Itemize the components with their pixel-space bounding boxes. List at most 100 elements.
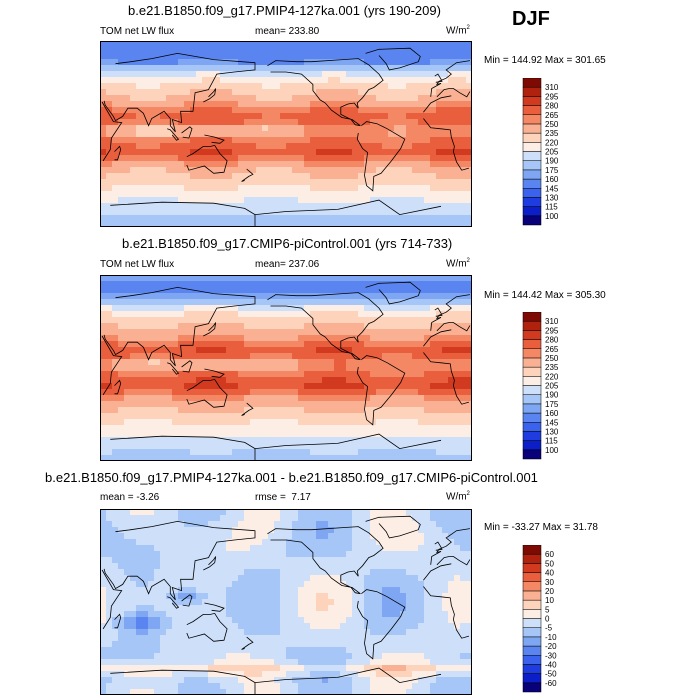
panel1-cell <box>250 53 257 60</box>
panel2-cell <box>124 449 131 456</box>
panel2-cbar-swatch-10 <box>522 357 542 368</box>
panel2-cell <box>376 395 383 402</box>
panel3-cell <box>154 605 161 612</box>
panel3-cell <box>436 551 443 558</box>
panel2-cell <box>226 389 233 396</box>
panel1-cell <box>436 215 443 222</box>
panel3-cell <box>376 575 383 582</box>
panel1-cell <box>466 221 472 227</box>
panel1-cell <box>406 173 413 180</box>
panel3-cell <box>280 575 287 582</box>
panel2-cbar-swatch-1 <box>522 440 542 451</box>
panel1-cell <box>100 71 107 78</box>
panel2-cell <box>256 329 263 336</box>
panel2-cell <box>292 347 299 354</box>
panel1-cell <box>412 149 419 156</box>
panel3-cell <box>292 593 299 600</box>
panel1-cell <box>430 71 437 78</box>
panel1-coast-africa <box>423 118 470 171</box>
panel3-cell <box>118 581 125 588</box>
panel1-cell <box>238 179 245 186</box>
panel1-cell <box>388 83 395 90</box>
panel1-cell <box>352 95 359 102</box>
panel2-cell <box>226 425 233 432</box>
panel1-cell <box>238 173 245 180</box>
panel2-cell <box>448 359 455 366</box>
panel2-cell <box>214 431 221 438</box>
panel1-cell <box>430 59 437 66</box>
panel3-cell <box>118 551 125 558</box>
panel3-cell <box>394 563 401 570</box>
panel2-cell <box>304 287 311 294</box>
panel1-cell <box>364 161 371 168</box>
panel1-cell <box>142 155 149 162</box>
panel3-cell <box>460 581 467 588</box>
panel2-cell <box>316 383 323 390</box>
panel1-cell <box>112 107 119 114</box>
panel1-cell <box>148 125 155 132</box>
panel3-cell <box>232 521 239 528</box>
panel2-cell <box>274 311 281 318</box>
panel1-cell <box>400 221 407 227</box>
panel2-cell <box>418 293 425 300</box>
panel2-cell <box>304 299 311 306</box>
panel1-cell <box>454 179 461 186</box>
panel3-cell <box>406 527 413 534</box>
panel3-cell <box>448 521 455 528</box>
panel2-cell <box>358 413 365 420</box>
panel1-cell <box>112 167 119 174</box>
panel2-cell <box>334 443 341 450</box>
panel3-cell <box>232 527 239 534</box>
panel1-cell <box>304 221 311 227</box>
panel1-cell <box>382 71 389 78</box>
panel2-cell <box>460 275 467 282</box>
panel1-cell <box>208 89 215 96</box>
panel2-cell <box>214 353 221 360</box>
panel3-cell <box>250 593 257 600</box>
panel2-cell <box>166 437 173 444</box>
panel1-cell <box>304 107 311 114</box>
panel1-cbar-swatch-12 <box>522 105 542 115</box>
panel2-cell <box>280 335 287 342</box>
panel2-cell <box>376 293 383 300</box>
panel2-cell <box>466 395 472 402</box>
panel3-cell <box>442 599 449 606</box>
panel2-cell <box>220 365 227 372</box>
panel3-cell <box>232 557 239 564</box>
panel3-cell <box>154 569 161 576</box>
panel3-cell <box>394 593 401 600</box>
panel1-cell <box>196 101 203 108</box>
panel1-cell <box>178 131 185 138</box>
panel2-cell <box>106 383 113 390</box>
panel3-cell <box>274 593 281 600</box>
panel1-cell <box>274 161 281 168</box>
panel3-cell <box>292 521 299 528</box>
panel1-cell <box>418 131 425 138</box>
panel1-cell <box>430 161 437 168</box>
panel1-cell <box>124 71 131 78</box>
panel2-cell <box>208 431 215 438</box>
panel1-cell <box>430 191 437 198</box>
panel1-cell <box>376 89 383 96</box>
panel1-cell <box>208 179 215 186</box>
panel1-cell <box>418 47 425 54</box>
panel1-cell <box>442 167 449 174</box>
panel3-cell <box>370 587 377 594</box>
panel3-cell <box>364 569 371 576</box>
panel1-coast-eurasia-2 <box>436 88 471 98</box>
panel2-cell <box>322 335 329 342</box>
panel1-cell <box>178 107 185 114</box>
panel3-cell <box>202 581 209 588</box>
panel1-cell <box>430 113 437 120</box>
panel1-cell <box>292 71 299 78</box>
panel3-cell <box>154 545 161 552</box>
panel3-cell <box>106 569 113 576</box>
panel1-cell <box>184 149 191 156</box>
panel2-cell <box>280 365 287 372</box>
panel1-cell <box>418 149 425 156</box>
panel1-cell <box>280 221 287 227</box>
panel2-cbar-level-label: 235 <box>545 363 559 372</box>
panel1-cell <box>166 101 173 108</box>
panel2-cell <box>298 329 305 336</box>
panel2-cell <box>148 443 155 450</box>
